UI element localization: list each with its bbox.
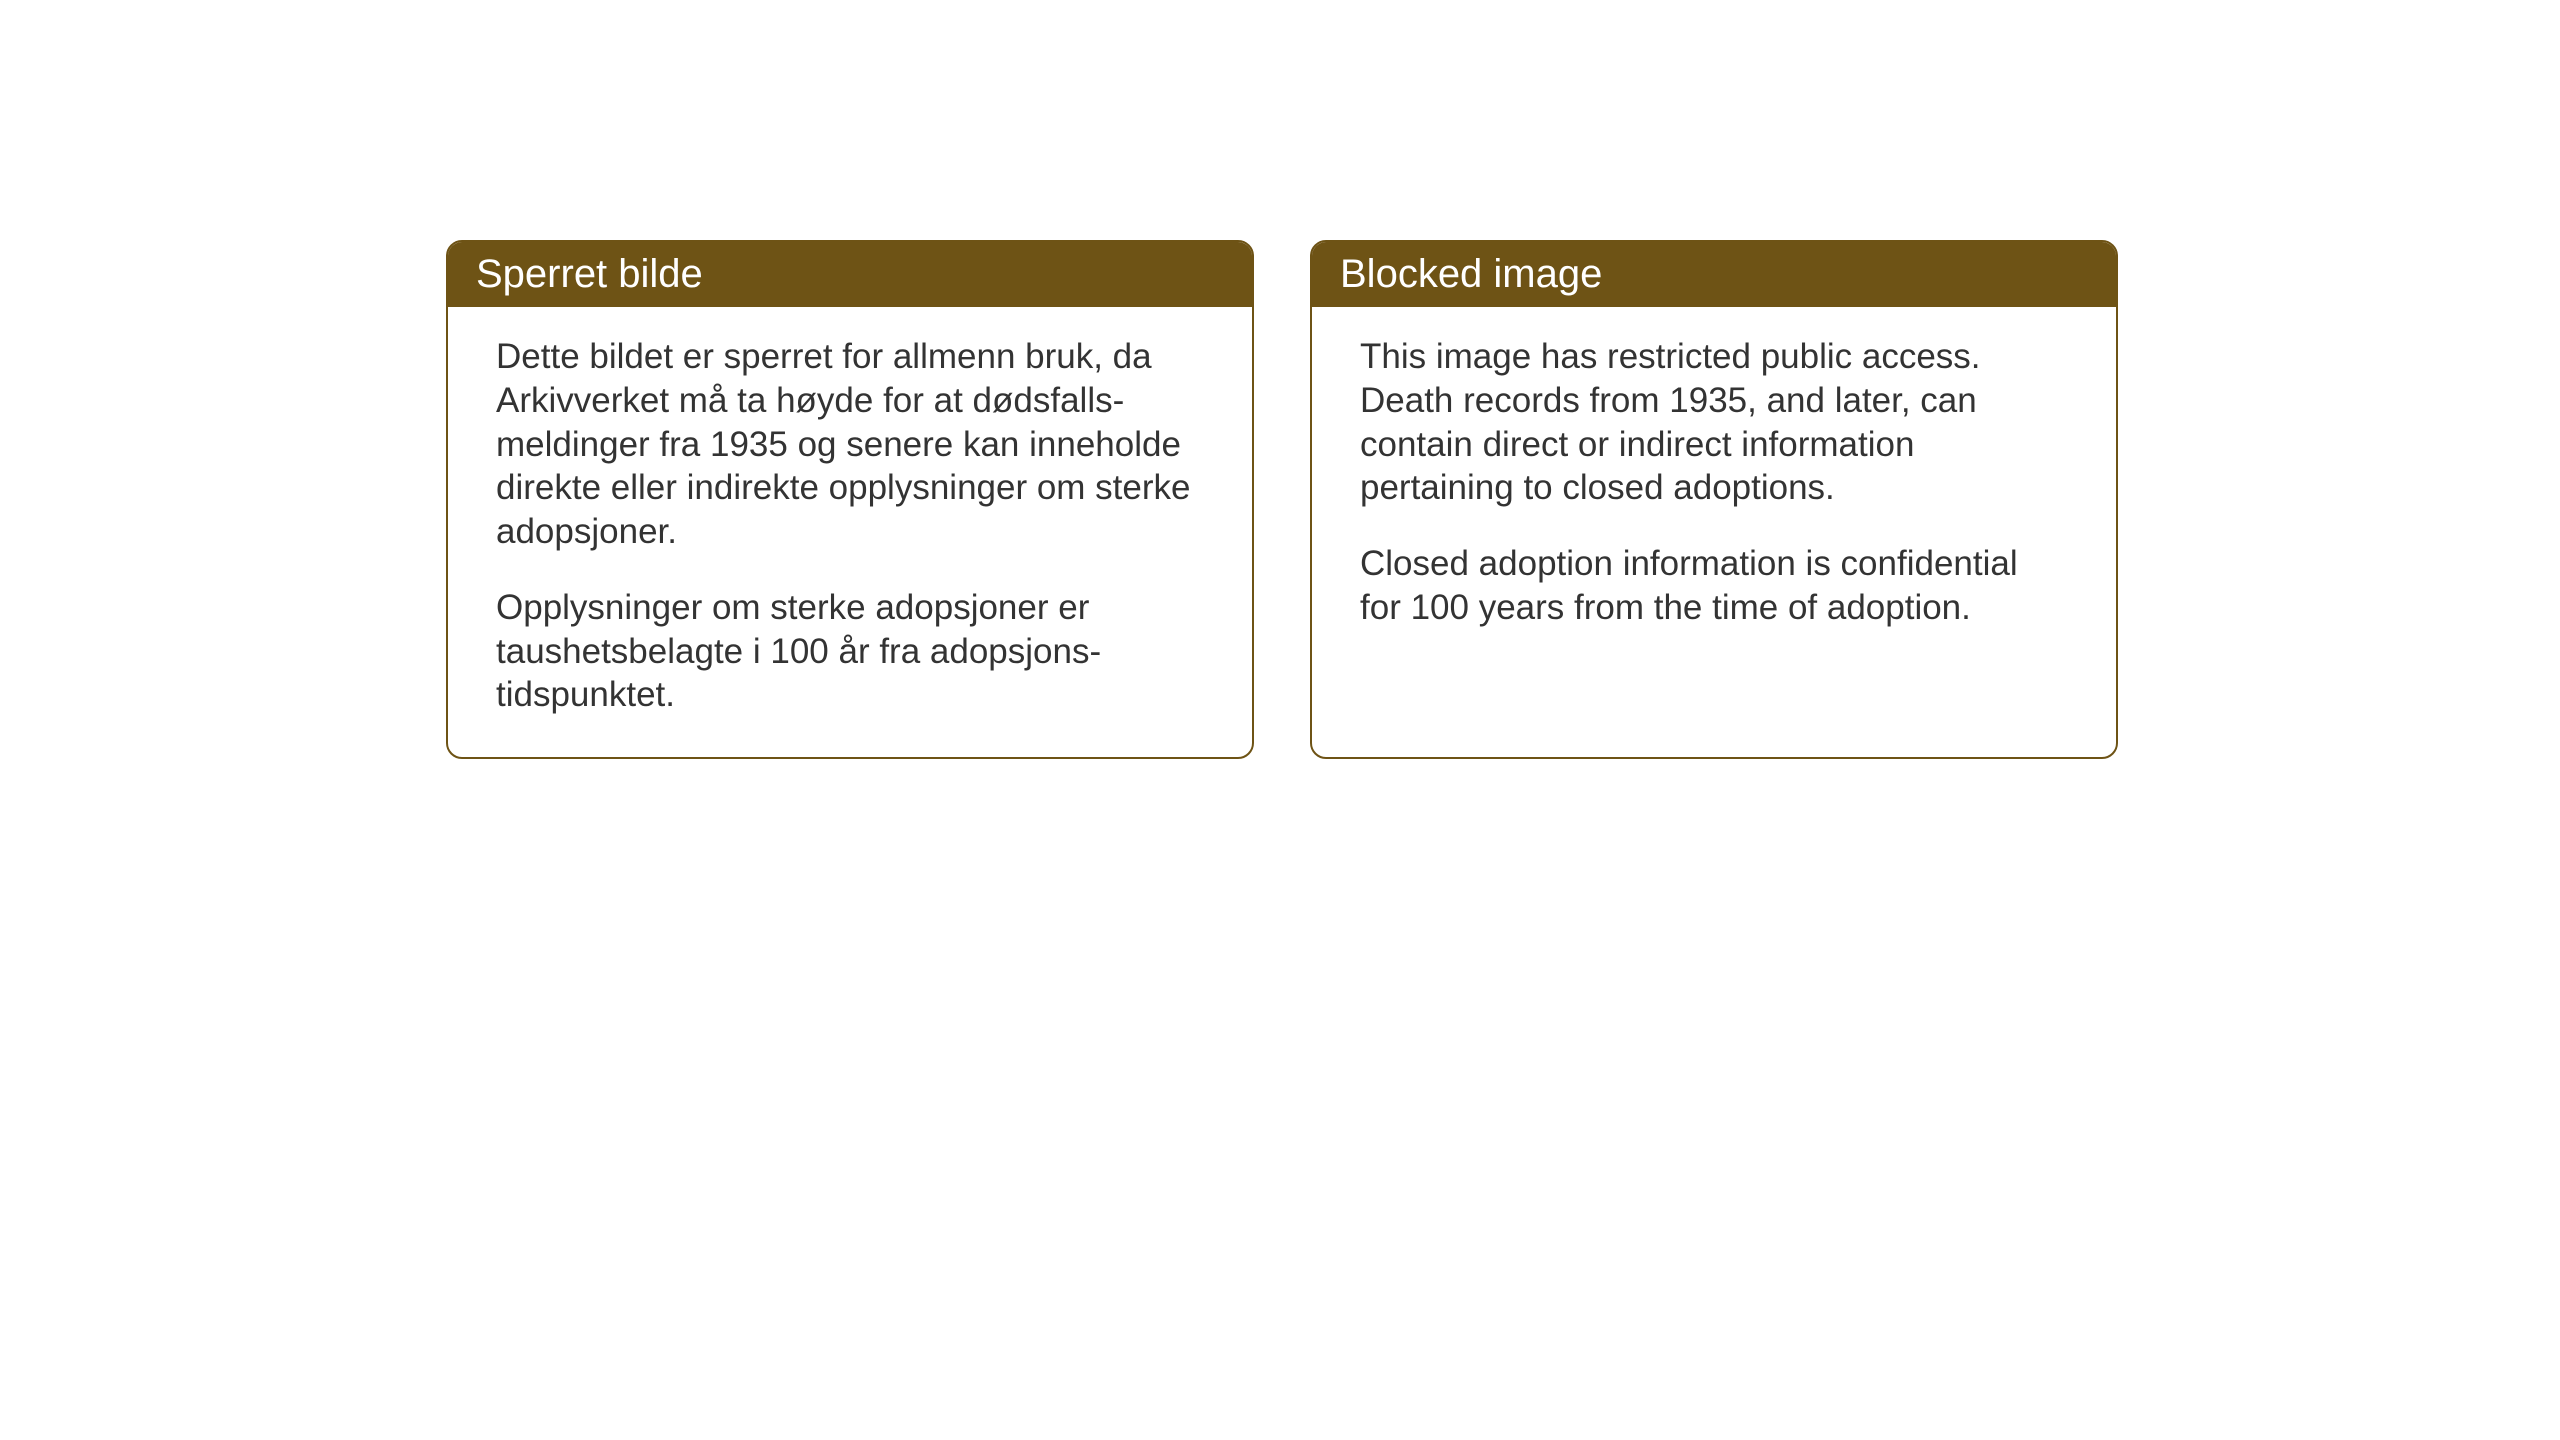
card-body-english: This image has restricted public access.…: [1312, 307, 2116, 727]
card-paragraph-norwegian-1: Dette bildet er sperret for allmenn bruk…: [496, 335, 1204, 554]
notice-card-norwegian: Sperret bilde Dette bildet er sperret fo…: [446, 240, 1254, 759]
card-header-norwegian: Sperret bilde: [448, 242, 1252, 307]
card-paragraph-english-2: Closed adoption information is confident…: [1360, 542, 2068, 630]
card-paragraph-english-1: This image has restricted public access.…: [1360, 335, 2068, 510]
notice-card-english: Blocked image This image has restricted …: [1310, 240, 2118, 759]
card-title-english: Blocked image: [1340, 252, 1602, 296]
card-title-norwegian: Sperret bilde: [476, 252, 703, 296]
notice-cards-container: Sperret bilde Dette bildet er sperret fo…: [446, 240, 2118, 759]
card-body-norwegian: Dette bildet er sperret for allmenn bruk…: [448, 307, 1252, 757]
card-paragraph-norwegian-2: Opplysninger om sterke adopsjoner er tau…: [496, 586, 1204, 717]
card-header-english: Blocked image: [1312, 242, 2116, 307]
